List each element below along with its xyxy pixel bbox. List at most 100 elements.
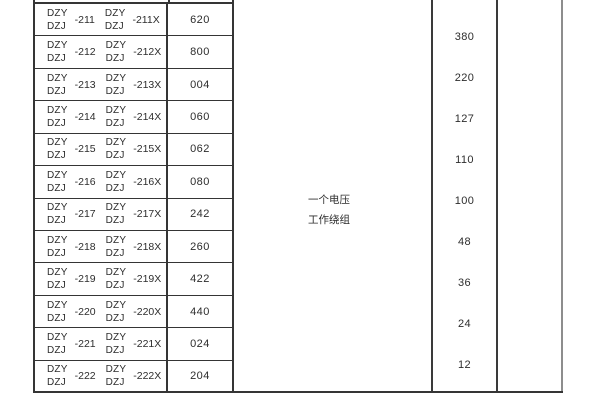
model-prefix-stack: DZY DZJ <box>47 331 68 357</box>
model-cell: DZY DZJ -211 DZY DZJ -211X <box>35 4 168 36</box>
model-group-x: DZY DZJ -212X <box>106 39 162 65</box>
model-group-base: DZY DZJ -217 <box>47 201 96 227</box>
model-prefix-dzj: DZJ <box>105 182 125 194</box>
model-group-x: DZY DZJ -211X <box>105 7 160 33</box>
model-prefix-dzj: DZJ <box>47 344 66 356</box>
voltage-value: 12 <box>457 359 472 371</box>
model-prefix-dzj: DZJ <box>105 247 125 259</box>
model-suffix: -222 <box>74 370 96 383</box>
model-suffix: -213 <box>74 78 96 91</box>
model-prefix-dzj: DZJ <box>47 150 66 162</box>
model-group-base: DZY DZJ -218 <box>47 234 96 260</box>
model-prefix-stack: DZY DZJ <box>47 201 68 227</box>
model-group-base: DZY DZJ -220 <box>47 299 96 325</box>
model-prefix-dzj: DZJ <box>47 280 66 292</box>
model-prefix-dzy: DZY <box>47 7 68 19</box>
model-suffix-x: -222X <box>133 370 162 383</box>
model-prefix-dzy: DZY <box>47 234 68 246</box>
model-suffix: -219 <box>74 273 96 286</box>
model-prefix-dzy: DZY <box>47 202 68 214</box>
model-group-base: DZY DZJ -213 <box>47 72 96 98</box>
model-group-x: DZY DZJ -220X <box>106 299 162 325</box>
model-suffix: -215 <box>74 143 96 156</box>
model-prefix-dzy: DZY <box>47 299 68 311</box>
model-suffix-x: -211X <box>132 13 160 26</box>
model-suffix: -221 <box>74 337 96 350</box>
code-cell: 004 <box>168 68 234 101</box>
code-cell: 620 <box>168 4 234 36</box>
model-group-x: DZY DZJ -213X <box>106 72 162 98</box>
model-suffix: -211 <box>74 13 95 26</box>
model-prefix-dzy: DZY <box>105 72 127 84</box>
code-cell: 060 <box>168 101 234 133</box>
model-prefix-stack: DZY DZJ <box>106 266 127 292</box>
model-prefix-dzy: DZY <box>105 331 127 343</box>
table-row: DZY DZJ -219 DZY DZJ -219X 422 <box>35 263 234 296</box>
model-suffix-x: -219X <box>133 273 162 286</box>
table-row: DZY DZJ -216 DZY DZJ -216X 080 <box>35 166 234 199</box>
model-prefix-stack: DZY DZJ <box>106 39 127 65</box>
model-prefix-stack: DZY DZJ <box>105 7 126 33</box>
voltage-value: 24 <box>457 318 472 330</box>
model-prefix-stack: DZY DZJ <box>47 363 68 389</box>
model-prefix-dzj: DZJ <box>47 215 66 227</box>
model-prefix-stack: DZY DZJ <box>106 201 127 227</box>
model-prefix-dzy: DZY <box>105 299 127 311</box>
model-prefix-dzj: DZJ <box>47 117 66 129</box>
model-cell: DZY DZJ -222 DZY DZJ -222X <box>35 360 168 393</box>
table-row: DZY DZJ -213 DZY DZJ -213X 004 <box>35 68 234 102</box>
model-prefix-dzj: DZJ <box>104 20 124 32</box>
model-group-x: DZY DZJ -217X <box>106 201 162 227</box>
model-prefix-dzj: DZJ <box>47 247 66 259</box>
model-prefix-dzy: DZY <box>47 331 68 343</box>
model-prefix-stack: DZY DZJ <box>47 299 68 325</box>
table-row: DZY DZJ -217 DZY DZJ -217X 242 <box>35 198 234 231</box>
model-suffix-x: -218X <box>133 240 162 253</box>
voltage-value: 127 <box>454 113 475 125</box>
model-prefix-stack: DZY DZJ <box>106 299 127 325</box>
model-prefix-dzy: DZY <box>47 267 68 279</box>
model-group-x: DZY DZJ -216X <box>106 169 162 195</box>
model-prefix-dzy: DZY <box>105 202 127 214</box>
model-group-x: DZY DZJ -218X <box>106 234 162 260</box>
model-group-base: DZY DZJ -219 <box>47 266 96 292</box>
model-suffix: -220 <box>74 305 96 318</box>
model-suffix-x: -220X <box>133 305 162 318</box>
voltage-value: 220 <box>454 72 475 84</box>
model-prefix-dzj: DZJ <box>105 215 125 227</box>
table-row: DZY DZJ -220 DZY DZJ -220X 440 <box>35 295 234 329</box>
model-prefix-stack: DZY DZJ <box>47 169 68 195</box>
model-suffix: -218 <box>74 240 96 253</box>
voltage-value: 380 <box>454 31 475 43</box>
border-stub <box>33 0 35 2</box>
model-prefix-dzj: DZJ <box>105 312 125 324</box>
voltage-value: 100 <box>454 195 475 207</box>
model-prefix-dzj: DZJ <box>105 344 125 356</box>
model-prefix-dzy: DZY <box>105 364 127 376</box>
model-prefix-dzj: DZJ <box>47 312 66 324</box>
model-suffix-x: -217X <box>133 208 162 221</box>
model-cell: DZY DZJ -212 DZY DZJ -212X <box>35 36 168 68</box>
model-group-base: DZY DZJ -215 <box>47 136 96 162</box>
model-prefix-dzj: DZJ <box>105 377 125 389</box>
model-prefix-dzy: DZY <box>47 364 68 376</box>
model-prefix-dzy: DZY <box>105 104 127 116</box>
model-prefix-dzy: DZY <box>47 104 68 116</box>
model-prefix-dzy: DZY <box>105 40 127 52</box>
table-row: DZY DZJ -221 DZY DZJ -221X 024 <box>35 328 234 361</box>
model-cell: DZY DZJ -214 DZY DZJ -214X <box>35 101 168 133</box>
model-suffix-x: -216X <box>133 175 162 188</box>
model-prefix-stack: DZY DZJ <box>106 104 127 130</box>
table-row: DZY DZJ -222 DZY DZJ -222X 204 <box>35 360 234 393</box>
model-prefix-stack: DZY DZJ <box>47 104 68 130</box>
model-group-x: DZY DZJ -214X <box>106 104 162 130</box>
model-prefix-dzy: DZY <box>47 169 68 181</box>
model-prefix-dzj: DZJ <box>105 117 125 129</box>
model-suffix: -217 <box>74 208 96 221</box>
model-prefix-stack: DZY DZJ <box>47 266 68 292</box>
model-group-base: DZY DZJ -222 <box>47 363 96 389</box>
border-stub <box>232 0 234 2</box>
model-group-x: DZY DZJ -222X <box>106 363 162 389</box>
model-prefix-dzj: DZJ <box>105 85 125 97</box>
model-prefix-stack: DZY DZJ <box>47 39 68 65</box>
